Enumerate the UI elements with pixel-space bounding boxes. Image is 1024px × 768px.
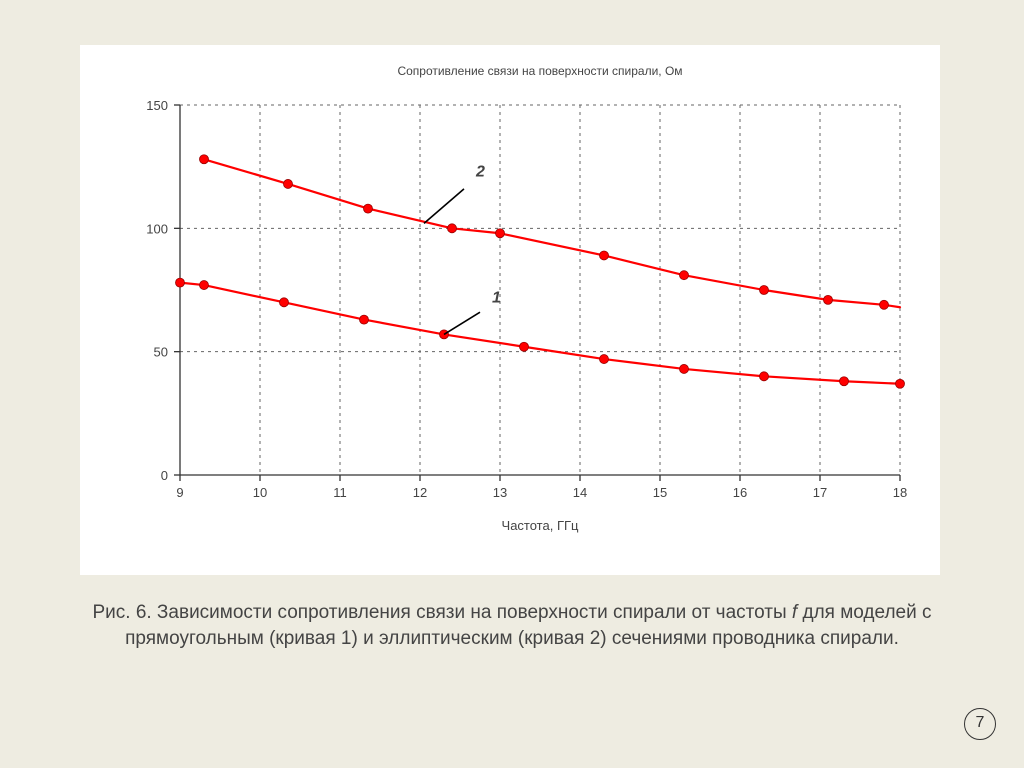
slide: Сопротивление связи на поверхности спира… (0, 0, 1024, 768)
series-marker-curve2 (880, 300, 889, 309)
annotation-label: 1 (492, 289, 501, 306)
chart-title: Сопротивление связи на поверхности спира… (397, 64, 682, 78)
x-tick-label: 18 (893, 485, 907, 500)
series-marker-curve2 (364, 204, 373, 213)
series-marker-curve1 (520, 342, 529, 351)
chart-card: Сопротивление связи на поверхности спира… (80, 45, 940, 575)
series-marker-curve2 (760, 286, 769, 295)
annotation-label: 2 (475, 164, 485, 181)
line-chart: Сопротивление связи на поверхности спира… (80, 45, 940, 575)
y-tick-label: 0 (161, 468, 168, 483)
page-number-badge: 7 (964, 708, 996, 740)
series-marker-curve1 (280, 298, 289, 307)
annotation-leader (424, 189, 464, 224)
annotation-leader (444, 312, 480, 334)
page-number: 7 (976, 714, 985, 731)
y-tick-label: 100 (146, 221, 168, 236)
series-marker-curve2 (824, 295, 833, 304)
x-tick-label: 15 (653, 485, 667, 500)
y-tick-label: 50 (154, 345, 168, 360)
series-marker-curve1 (896, 379, 905, 388)
x-tick-label: 14 (573, 485, 587, 500)
series-marker-curve1 (600, 355, 609, 364)
x-tick-label: 17 (813, 485, 827, 500)
x-tick-label: 16 (733, 485, 747, 500)
x-tick-label: 9 (176, 485, 183, 500)
series-marker-curve1 (200, 281, 209, 290)
series-marker-curve1 (760, 372, 769, 381)
series-marker-curve2 (680, 271, 689, 280)
series-marker-curve1 (176, 278, 185, 287)
series-line-curve1 (180, 283, 900, 384)
series-line-curve2 (204, 159, 900, 307)
caption-prefix: Рис. 6. Зависимости сопротивления связи … (92, 602, 791, 623)
figure-caption: Рис. 6. Зависимости сопротивления связи … (90, 600, 934, 651)
series-marker-curve2 (600, 251, 609, 260)
series-marker-curve1 (680, 364, 689, 373)
x-axis-label: Частота, ГГц (502, 518, 579, 533)
series-marker-curve2 (200, 155, 209, 164)
series-marker-curve1 (840, 377, 849, 386)
x-tick-label: 13 (493, 485, 507, 500)
x-tick-label: 11 (333, 485, 347, 500)
y-tick-label: 150 (146, 98, 168, 113)
series-marker-curve2 (284, 179, 293, 188)
series-marker-curve2 (496, 229, 505, 238)
x-tick-label: 12 (413, 485, 427, 500)
x-tick-label: 10 (253, 485, 267, 500)
series-marker-curve1 (360, 315, 369, 324)
series-marker-curve2 (448, 224, 457, 233)
